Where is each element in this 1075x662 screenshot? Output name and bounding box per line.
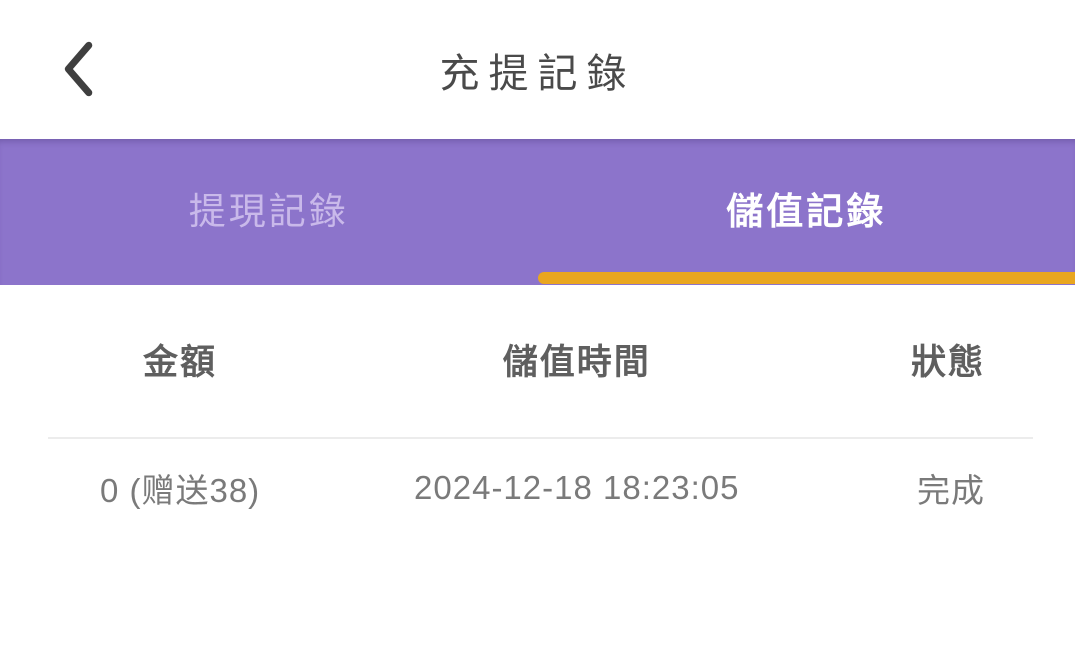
- active-tab-underline: [537, 272, 1075, 284]
- tab-deposit-records[interactable]: 儲值記錄: [537, 139, 1075, 285]
- page-title: 充提記錄: [439, 51, 636, 96]
- back-button[interactable]: [44, 28, 112, 110]
- cell-amount: 0 (赠送38): [99, 472, 261, 509]
- cell-status: 完成: [917, 472, 985, 509]
- chevron-left-icon: [57, 41, 99, 97]
- records-table: 金額 儲值時間 狀態 0 (赠送38) 2024-12-18 18:23:05 …: [0, 285, 1075, 509]
- tab-withdrawal-label: 提現記錄: [188, 191, 349, 232]
- column-header-deposit-time: 儲值時間: [502, 342, 651, 382]
- tab-withdrawal-records[interactable]: 提現記錄: [0, 139, 538, 285]
- app-header: 充提記錄: [0, 0, 1075, 139]
- table-row: 0 (赠送38) 2024-12-18 18:23:05 完成: [0, 469, 1075, 509]
- column-header-status: 狀態: [910, 342, 985, 382]
- tab-deposit-label: 儲值記錄: [726, 191, 887, 232]
- table-divider: [48, 437, 1033, 439]
- table-header-row: 金額 儲值時間 狀態: [0, 338, 1075, 382]
- column-header-amount: 金額: [143, 342, 218, 382]
- cell-deposit-time: 2024-12-18 18:23:05: [414, 469, 740, 506]
- tab-bar: 提現記錄 儲值記錄: [0, 139, 1075, 285]
